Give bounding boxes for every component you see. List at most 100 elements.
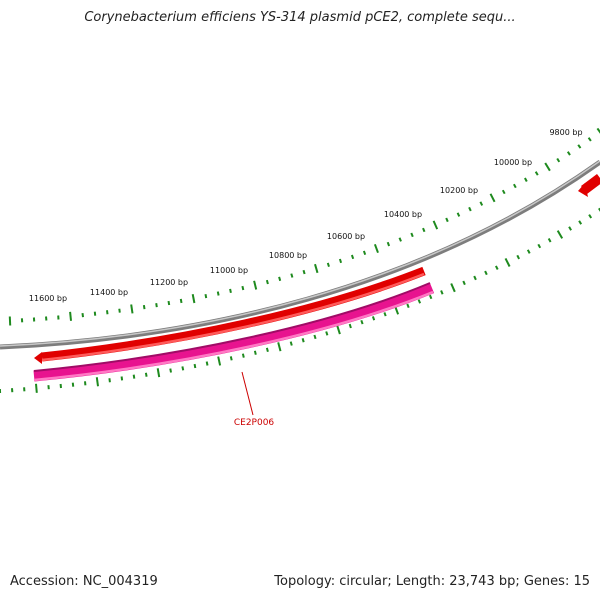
outer-minor-tick [241,285,245,291]
inner-minor-tick [193,363,197,369]
outer-minor-tick [524,177,528,182]
inner-minor-tick [578,220,583,225]
inner-minor-tick [462,280,466,286]
inner-minor-tick [598,207,600,212]
inner-major-tick [556,230,564,239]
accession-text: Accession: NC_004319 [10,574,158,589]
inner-minor-tick [181,366,185,371]
outer-minor-tick [468,206,472,212]
forward-gene-arrowhead [34,352,42,364]
outer-major-tick [314,263,319,274]
outer-minor-tick [118,308,121,313]
inner-minor-tick [108,378,111,383]
outer-minor-tick [290,273,294,278]
tick-label-9800: 9800 bp [549,128,582,137]
outer-minor-tick [167,300,171,306]
inner-minor-tick [229,356,233,361]
plasmid-backbone [0,159,600,350]
gene-label[interactable]: CE2P006 [234,418,275,428]
tick-label-11000: 11000 bp [210,266,248,275]
tick-label-10200: 10200 bp [440,186,478,195]
tick-label-10600: 10600 bp [327,232,365,241]
forward-gene-arc-right[interactable] [581,174,600,194]
inner-minor-tick [495,265,499,270]
inner-major-tick [35,383,38,393]
outer-minor-tick [216,291,220,296]
inner-minor-tick [265,347,269,352]
inner-minor-tick [348,323,352,329]
inner-minor-tick [169,368,172,373]
inner-major-tick [95,377,99,387]
outer-minor-tick [106,310,109,315]
outer-minor-tick [513,183,517,189]
inner-minor-tick [406,303,410,309]
forward-gene-right-arrowhead [578,183,588,197]
inner-major-tick [336,325,341,335]
inner-minor-tick [440,290,444,295]
inner-minor-tick [417,299,422,304]
outer-minor-tick [302,269,306,275]
inner-major-tick [450,283,456,293]
inner-minor-tick [537,243,542,249]
inner-tick-ring [0,207,600,394]
outer-minor-tick [566,151,571,156]
inner-minor-tick [588,214,593,219]
inner-minor-tick [383,312,387,317]
inner-major-tick [504,257,511,267]
outer-minor-tick [587,137,592,142]
inner-major-tick [277,342,282,352]
outer-major-tick [130,304,134,314]
inner-minor-tick [144,372,148,377]
outer-minor-tick [142,304,146,310]
outer-minor-tick [204,294,208,299]
outer-minor-tick [479,201,484,206]
outer-major-tick [373,243,379,254]
inner-minor-tick [289,341,293,346]
tick-label-10000: 10000 bp [494,158,532,167]
gene-label-pointer [241,371,254,416]
inner-minor-tick [132,374,136,379]
outer-minor-tick [326,262,330,268]
outer-minor-tick [410,232,414,238]
inner-major-tick [156,368,161,378]
inner-minor-tick [484,270,488,276]
outer-minor-tick [81,312,84,318]
reverse-gene-top-edge [33,282,431,372]
inner-minor-tick [241,353,245,358]
forward-gene-highlight [41,272,425,362]
inner-minor-tick [205,361,209,366]
topology-text: Topology: circular; Length: 23,743 bp; G… [274,574,590,589]
inner-minor-tick [526,249,531,254]
tick-label-11200: 11200 bp [150,278,188,287]
outer-tick-ring [8,127,600,326]
outer-minor-tick [534,171,539,176]
outer-minor-tick [362,250,367,256]
outer-minor-tick [456,212,461,217]
reverse-gene-arc[interactable] [33,282,435,382]
outer-major-tick [432,220,439,230]
outer-minor-tick [229,288,232,294]
outer-minor-tick [350,254,355,260]
inner-minor-tick [516,254,520,260]
tick-label-11600: 11600 bp [29,294,67,303]
inner-major-tick [217,356,222,366]
outer-minor-tick [278,276,282,282]
outer-minor-tick [556,157,561,163]
outer-minor-tick [501,189,506,195]
inner-minor-tick [473,275,477,281]
outer-minor-tick [155,303,158,308]
inner-minor-tick [547,238,552,243]
outer-major-tick [544,162,551,172]
forward-gene-arc[interactable] [41,266,426,362]
tick-label-10400: 10400 bp [384,210,422,219]
outer-major-tick [191,294,196,304]
inner-minor-tick [313,334,317,340]
outer-minor-tick [445,217,449,223]
tick-label-11400: 11400 bp [90,288,128,297]
outer-major-tick [596,127,600,134]
outer-minor-tick [398,237,402,242]
inner-minor-tick [120,376,124,381]
outer-major-tick [69,311,72,321]
outer-minor-tick [338,258,343,264]
